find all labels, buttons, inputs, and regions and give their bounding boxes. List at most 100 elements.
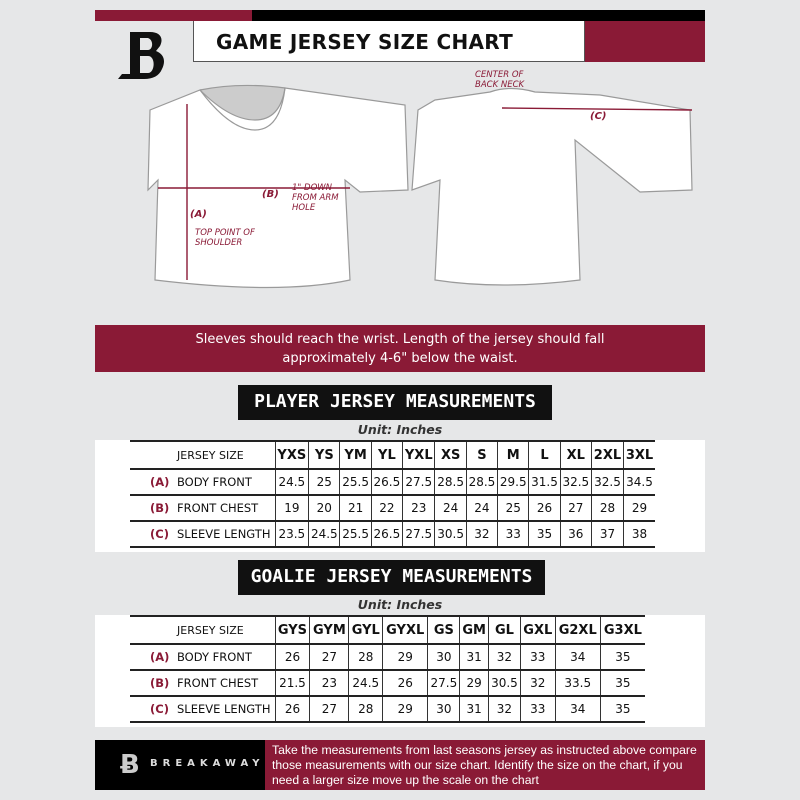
table-cell: 32 <box>487 644 521 671</box>
player-unit: Unit: Inches <box>357 422 443 437</box>
table-cell: 25.5 <box>339 521 372 548</box>
table-cell: 32 <box>519 670 556 697</box>
label-a: (A) <box>190 209 207 220</box>
table-cell: 28 <box>348 696 383 723</box>
size-col-header: M <box>497 440 529 470</box>
table-cell: 26.5 <box>370 521 403 548</box>
table-cell: 36 <box>559 521 592 548</box>
table-cell: 24.5 <box>348 670 383 697</box>
size-col-header: GYM <box>309 615 349 645</box>
label-c: (C) <box>590 111 607 122</box>
table-cell: 30.5 <box>487 670 521 697</box>
table-cell: 23 <box>402 495 435 522</box>
table-cell: 35 <box>599 696 645 723</box>
table-cell: 27.5 <box>402 521 435 548</box>
size-col-header: GYS <box>274 615 310 645</box>
size-header-row: JERSEY SIZE GYS GYM GYL GYXL GS GM GL GXL G2XL G3X… <box>130 615 645 645</box>
table-cell: 26 <box>274 644 310 671</box>
table-cell: 33 <box>497 521 529 548</box>
table-cell: 24 <box>434 495 467 522</box>
footer-brand: Ƀ BREAKAWAY <box>95 740 265 790</box>
table-row: (C) SLEEVE LENGTH 26 27 28 29 30 31 32 33 34 35 <box>130 696 645 723</box>
top-black-bar <box>252 10 705 21</box>
size-col-header: YS <box>308 440 340 470</box>
size-col-header: GYL <box>348 615 383 645</box>
table-cell: 24 <box>465 495 498 522</box>
table-cell: 29 <box>382 644 428 671</box>
size-col-header: GS <box>427 615 460 645</box>
row-code: (B) <box>150 676 170 690</box>
table-cell: 27.5 <box>427 670 460 697</box>
table-cell: 35 <box>599 644 645 671</box>
size-header: JERSEY SIZE <box>130 615 275 645</box>
size-col-header: G2XL <box>554 615 601 645</box>
table-cell: 33 <box>519 644 556 671</box>
table-cell: 33.5 <box>554 670 601 697</box>
row-name: SLEEVE LENGTH <box>177 527 271 541</box>
size-col-header: YXL <box>402 440 435 470</box>
table-cell: 27 <box>309 644 349 671</box>
table-cell: 31 <box>459 644 489 671</box>
top-accent-bar <box>95 10 252 21</box>
table-cell: 30 <box>427 644 460 671</box>
row-code: (C) <box>150 702 169 716</box>
table-cell: 22 <box>370 495 403 522</box>
table-cell: 28.5 <box>434 469 467 496</box>
size-col-header: YM <box>339 440 372 470</box>
size-col-header: YL <box>370 440 403 470</box>
table-cell: 28 <box>348 644 383 671</box>
player-size-table: JERSEY SIZE YXS YS YM YL YXL XS S M L XL 2XL 3XL (A) B… <box>130 440 655 548</box>
row-code: (A) <box>150 475 170 489</box>
footer-instructions: Take the measurements from last seasons … <box>265 740 705 790</box>
table-cell: 28.5 <box>465 469 498 496</box>
table-row: (A) BODY FRONT 24.5 25 25.5 26.5 27.5 28.5 28.5 2… <box>130 469 655 496</box>
footer-logo: Ƀ <box>120 750 140 780</box>
table-cell: 31 <box>459 696 489 723</box>
size-col-header: GM <box>459 615 489 645</box>
row-name: BODY FRONT <box>177 475 252 489</box>
table-row: (B) FRONT CHEST 19 20 21 22 23 24 24 25 26 27 28 29 <box>130 495 655 522</box>
goalie-size-table: JERSEY SIZE GYS GYM GYL GYXL GS GM GL GXL G2XL G3X… <box>130 615 645 723</box>
breakaway-logo <box>118 32 164 79</box>
table-cell: 29 <box>622 495 655 522</box>
size-col-header: 2XL <box>590 440 624 470</box>
goalie-section-title: GOALIE JERSEY MEASUREMENTS <box>238 560 545 595</box>
back-jersey <box>411 87 693 286</box>
note-c: CENTER OF BACK NECK <box>475 70 525 90</box>
table-cell: 35 <box>599 670 645 697</box>
note-a: TOP POINT OF SHOULDER <box>195 228 255 248</box>
table-cell: 23 <box>309 670 349 697</box>
fit-note-line: approximately 4-6" below the waist. <box>282 351 518 366</box>
size-col-header: G3XL <box>599 615 645 645</box>
table-cell: 21.5 <box>274 670 310 697</box>
table-cell: 25.5 <box>339 469 372 496</box>
size-col-header: YXS <box>274 440 309 470</box>
row-name: BODY FRONT <box>177 650 252 664</box>
size-col-header: 3XL <box>622 440 655 470</box>
table-cell: 24.5 <box>274 469 309 496</box>
table-cell: 30.5 <box>434 521 467 548</box>
table-cell: 34 <box>554 696 601 723</box>
table-cell: 20 <box>308 495 340 522</box>
row-name: SLEEVE LENGTH <box>177 702 271 716</box>
table-cell: 25 <box>497 495 529 522</box>
size-header: JERSEY SIZE <box>130 440 275 470</box>
row-code: (C) <box>150 527 169 541</box>
table-cell: 33 <box>519 696 556 723</box>
note-b: 1" DOWN FROM ARM HOLE <box>292 183 339 213</box>
table-cell: 24.5 <box>308 521 340 548</box>
table-cell: 26 <box>528 495 561 522</box>
table-cell: 27 <box>559 495 592 522</box>
size-header-row: JERSEY SIZE YXS YS YM YL YXL XS S M L XL 2XL 3XL <box>130 440 655 470</box>
table-cell: 26 <box>274 696 310 723</box>
table-cell: 29 <box>382 696 428 723</box>
row-label: (A) BODY FRONT <box>130 469 275 496</box>
row-code: (B) <box>150 501 170 515</box>
row-label: (C) SLEEVE LENGTH <box>130 521 275 548</box>
fit-note-line: Sleeves should reach the wrist. Length o… <box>195 332 605 347</box>
table-cell: 32 <box>487 696 521 723</box>
table-cell: 27 <box>309 696 349 723</box>
row-label: (B) FRONT CHEST <box>130 495 275 522</box>
size-col-header: GYXL <box>382 615 428 645</box>
row-code: (A) <box>150 650 170 664</box>
